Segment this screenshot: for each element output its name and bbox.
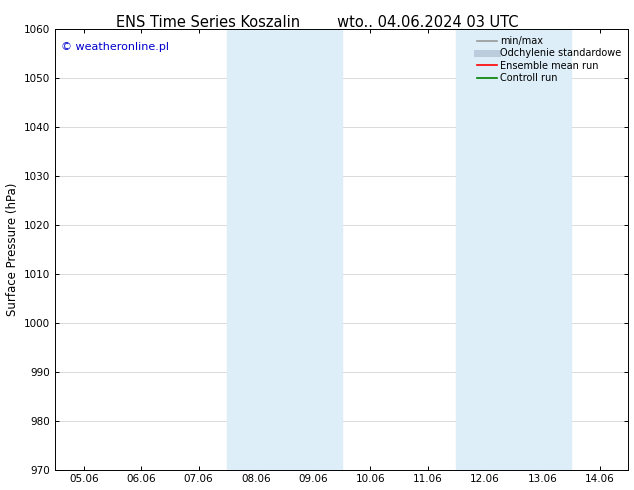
Bar <box>285 29 342 469</box>
Text: © weatheronline.pl: © weatheronline.pl <box>61 42 169 52</box>
Bar <box>514 29 571 469</box>
Text: ENS Time Series Koszalin        wto.. 04.06.2024 03 UTC: ENS Time Series Koszalin wto.. 04.06.202… <box>116 15 518 30</box>
Bar <box>456 29 514 469</box>
Bar <box>227 29 285 469</box>
Legend: min/max, Odchylenie standardowe, Ensemble mean run, Controll run: min/max, Odchylenie standardowe, Ensembl… <box>475 34 624 85</box>
Y-axis label: Surface Pressure (hPa): Surface Pressure (hPa) <box>6 183 18 316</box>
